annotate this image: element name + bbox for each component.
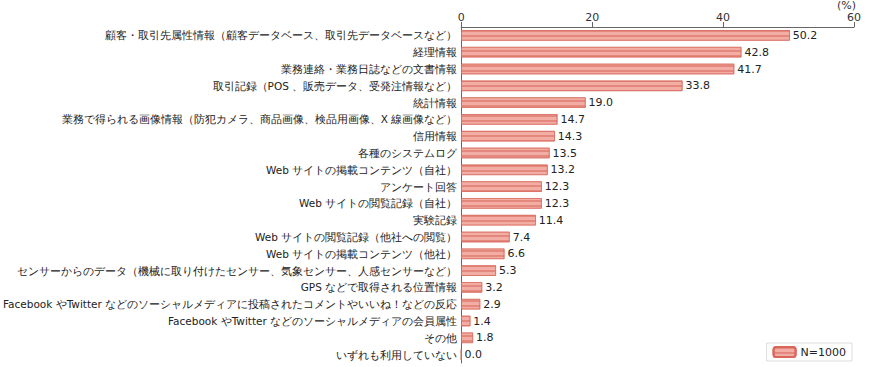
svg-text:20: 20 xyxy=(585,11,599,24)
svg-text:統計情報: 統計情報 xyxy=(413,97,457,109)
svg-text:Web サイトの閲覧記録（自社）: Web サイトの閲覧記録（自社） xyxy=(299,197,457,209)
svg-text:14.7: 14.7 xyxy=(560,113,585,126)
svg-text:2.9: 2.9 xyxy=(483,298,501,311)
svg-text:その他: その他 xyxy=(424,332,457,344)
svg-text:5.3: 5.3 xyxy=(499,264,517,277)
svg-text:実験記録: 実験記録 xyxy=(413,214,457,226)
svg-text:アンケート回答: アンケート回答 xyxy=(380,181,457,193)
svg-text:センサーからのデータ（機械に取り付けたセンサー、気象センサー: センサーからのデータ（機械に取り付けたセンサー、気象センサー、人感センサーなど） xyxy=(17,265,457,278)
svg-text:N=1000: N=1000 xyxy=(801,346,846,359)
svg-text:Web サイトの掲載コンテンツ（他社）: Web サイトの掲載コンテンツ（他社） xyxy=(266,248,457,260)
svg-text:GPS などで取得される位置情報: GPS などで取得される位置情報 xyxy=(301,281,457,293)
svg-text:19.0: 19.0 xyxy=(589,96,614,109)
svg-text:7.4: 7.4 xyxy=(513,231,531,244)
svg-text:12.3: 12.3 xyxy=(545,180,570,193)
svg-text:0: 0 xyxy=(458,11,465,24)
svg-text:42.8: 42.8 xyxy=(744,46,769,59)
svg-text:Web サイトの閲覧記録（他社への閲覧）: Web サイトの閲覧記録（他社への閲覧） xyxy=(255,231,457,243)
svg-text:40: 40 xyxy=(716,11,730,24)
svg-text:Facebook やTwitter などのソーシャルメディア: Facebook やTwitter などのソーシャルメディアに投稿されたコメント… xyxy=(3,298,457,310)
svg-text:各種のシステムログ: 各種のシステムログ xyxy=(358,147,458,159)
svg-text:1.4: 1.4 xyxy=(473,315,491,328)
svg-text:13.5: 13.5 xyxy=(553,147,578,160)
svg-text:6.6: 6.6 xyxy=(507,247,525,260)
svg-text:12.3: 12.3 xyxy=(545,197,570,210)
svg-text:14.3: 14.3 xyxy=(558,130,583,143)
svg-text:いずれも利用していない: いずれも利用していない xyxy=(336,349,457,362)
svg-text:経理情報: 経理情報 xyxy=(412,46,457,58)
svg-text:11.4: 11.4 xyxy=(539,214,564,227)
svg-text:信用情報: 信用情報 xyxy=(413,130,457,142)
svg-text:Web サイトの掲載コンテンツ（自社）: Web サイトの掲載コンテンツ（自社） xyxy=(266,164,457,176)
svg-text:50.2: 50.2 xyxy=(793,29,818,42)
svg-text:0.0: 0.0 xyxy=(465,348,483,361)
svg-text:33.8: 33.8 xyxy=(685,79,710,92)
svg-text:41.7: 41.7 xyxy=(737,63,762,76)
svg-text:業務連絡・業務日誌などの文書情報: 業務連絡・業務日誌などの文書情報 xyxy=(281,63,457,75)
svg-text:Facebook やTwitter などのソーシャルメディア: Facebook やTwitter などのソーシャルメディアの会員属性 xyxy=(168,315,457,327)
svg-text:60: 60 xyxy=(847,11,861,24)
svg-text:業務で得られる画像情報（防犯カメラ、商品画像、検品用画像、X: 業務で得られる画像情報（防犯カメラ、商品画像、検品用画像、X 線画像など） xyxy=(62,113,458,125)
svg-text:取引記録（POS 、販売データ、受発注情報など）: 取引記録（POS 、販売データ、受発注情報など） xyxy=(213,80,458,92)
svg-text:1.8: 1.8 xyxy=(476,331,494,344)
svg-text:顧客・取引先属性情報（顧客データベース、取引先データベースな: 顧客・取引先属性情報（顧客データベース、取引先データベースなど） xyxy=(105,29,457,41)
svg-text:13.2: 13.2 xyxy=(551,163,576,176)
svg-text:3.2: 3.2 xyxy=(485,281,503,294)
